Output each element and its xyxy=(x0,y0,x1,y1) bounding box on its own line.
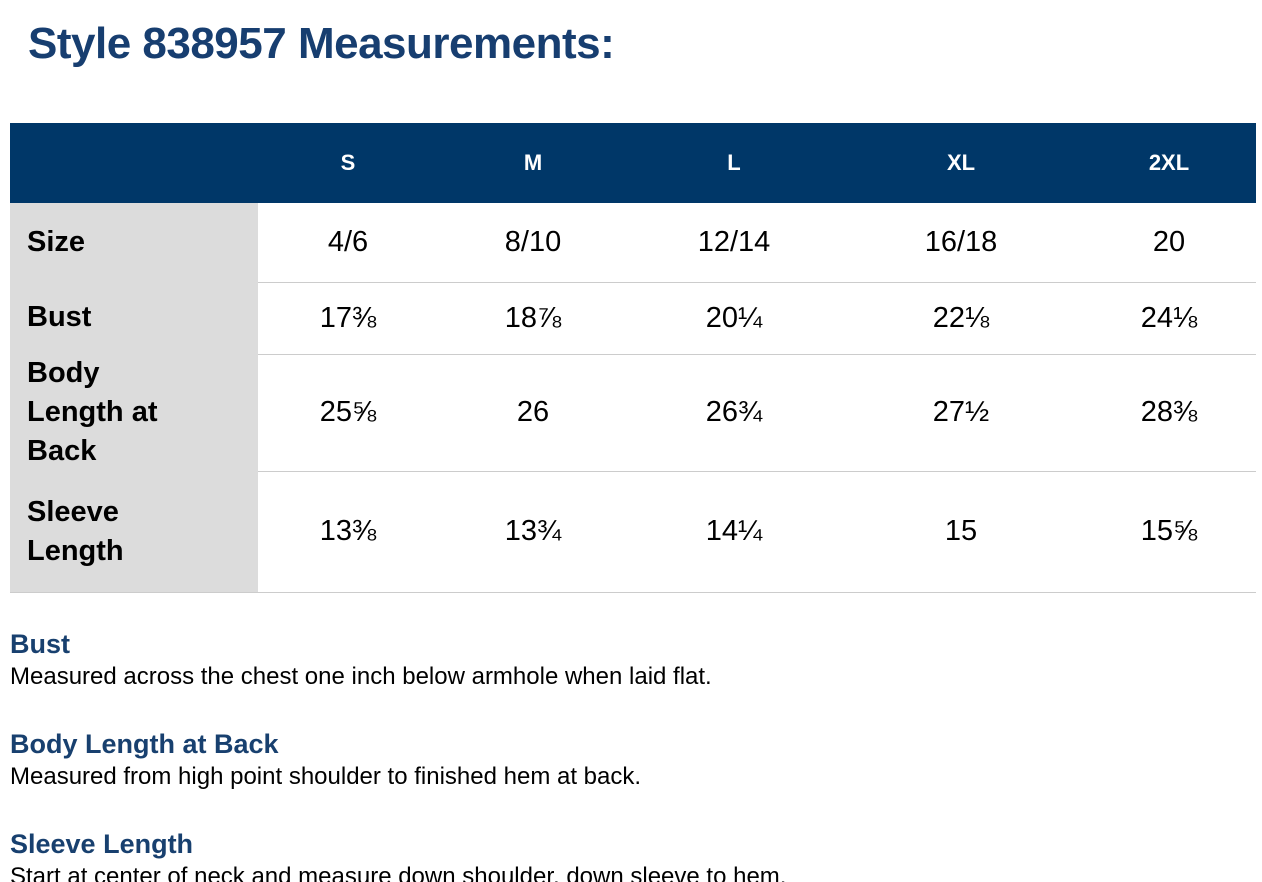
sleeve-length-value-xl: 15 xyxy=(840,471,1082,593)
header-corner-cell xyxy=(10,123,258,203)
bust-value-m: 18⅞ xyxy=(438,282,628,355)
measurements-table: S M L XL 2XL Size 4/6 8/10 12/14 16/18 2… xyxy=(10,123,1256,593)
body-length-value-m: 26 xyxy=(438,354,628,472)
row-label-sleeve-length: Sleeve Length xyxy=(10,471,258,593)
table-row-bust: Bust 17⅜ 18⅞ 20¼ 22⅛ 24⅛ xyxy=(10,282,1256,355)
bust-value-l: 20¼ xyxy=(628,282,840,355)
definition-sleeve-length-term: Sleeve Length xyxy=(10,828,194,859)
body-length-value-s: 25⅝ xyxy=(258,354,438,472)
size-value-xl: 16/18 xyxy=(840,203,1082,283)
definition-body-length-description: Measured from high point shoulder to fin… xyxy=(10,762,642,790)
bust-value-xl: 22⅛ xyxy=(840,282,1082,355)
table-row-sleeve-length: Sleeve Length 13⅜ 13¾ 14¼ 15 15⅝ xyxy=(10,471,1256,593)
definition-body-length-term: Body Length at Back xyxy=(10,728,279,759)
body-length-value-2xl: 28⅜ xyxy=(1082,354,1256,472)
sleeve-length-value-m: 13¾ xyxy=(438,471,628,593)
size-header-xl: XL xyxy=(840,123,1082,203)
sleeve-length-value-2xl: 15⅝ xyxy=(1082,471,1256,593)
sleeve-length-value-l: 14¼ xyxy=(628,471,840,593)
table-row-body-length: Body Length at Back 25⅝ 26 26¾ 27½ 28⅜ xyxy=(10,354,1256,472)
body-length-value-l: 26¾ xyxy=(628,354,840,472)
size-value-l: 12/14 xyxy=(628,203,840,283)
size-header-m: M xyxy=(438,123,628,203)
sleeve-length-value-s: 13⅜ xyxy=(258,471,438,593)
definition-sleeve-length-description: Start at center of neck and measure down… xyxy=(10,862,787,882)
definition-bust: Bust Measured across the chest one inch … xyxy=(10,628,1262,692)
row-label-size: Size xyxy=(10,203,258,282)
size-header-l: L xyxy=(628,123,840,203)
size-value-2xl: 20 xyxy=(1082,203,1256,283)
size-value-m: 8/10 xyxy=(438,203,628,283)
table-row-size: Size 4/6 8/10 12/14 16/18 20 xyxy=(10,203,1256,283)
definition-bust-term: Bust xyxy=(10,628,70,659)
measurement-definitions: Bust Measured across the chest one inch … xyxy=(10,628,1262,882)
row-label-body-length: Body Length at Back xyxy=(10,354,258,472)
size-value-s: 4/6 xyxy=(258,203,438,283)
size-chart-page: Style 838957 Measurements: S M L XL 2XL … xyxy=(0,20,1262,882)
size-header-row: S M L XL 2XL xyxy=(10,123,1256,203)
body-length-value-xl: 27½ xyxy=(840,354,1082,472)
row-label-bust: Bust xyxy=(10,282,258,354)
bust-value-2xl: 24⅛ xyxy=(1082,282,1256,355)
page-title: Style 838957 Measurements: xyxy=(28,19,615,68)
definition-bust-description: Measured across the chest one inch below… xyxy=(10,662,712,690)
size-header-s: S xyxy=(258,123,438,203)
definition-body-length: Body Length at Back Measured from high p… xyxy=(10,728,1262,792)
definition-sleeve-length: Sleeve Length Start at center of neck an… xyxy=(10,828,1262,882)
size-header-2xl: 2XL xyxy=(1082,123,1256,203)
bust-value-s: 17⅜ xyxy=(258,282,438,355)
